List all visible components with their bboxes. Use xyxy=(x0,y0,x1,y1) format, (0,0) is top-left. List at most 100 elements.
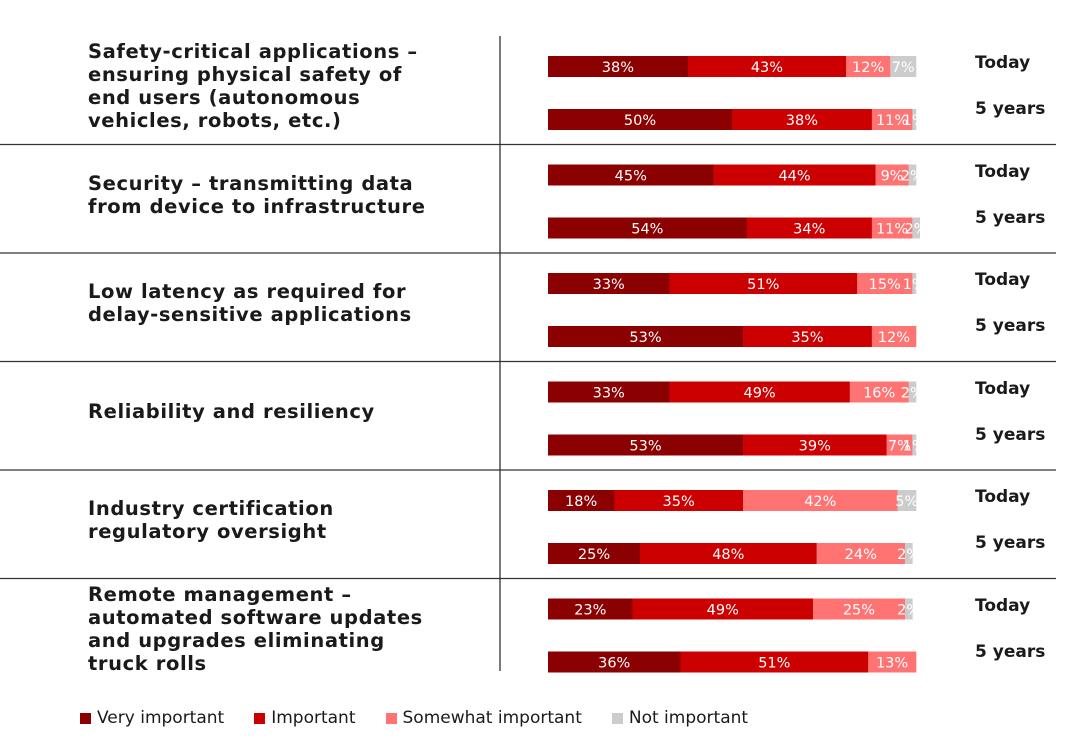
bar-segment xyxy=(632,598,814,620)
legend-swatch xyxy=(80,712,91,724)
data-label: 2% xyxy=(897,547,920,563)
legend-swatch xyxy=(611,712,623,724)
data-label: 51% xyxy=(758,656,790,672)
period-label: Today xyxy=(975,53,1031,73)
bar-segment xyxy=(886,434,913,456)
bar-segment xyxy=(743,490,898,511)
category-label-line: Safety-critical applications – xyxy=(88,40,418,64)
legend: Very important Important Somewhat import… xyxy=(80,706,778,730)
data-label: 9% xyxy=(881,169,904,185)
category-label-line: end users (autonomous xyxy=(88,86,361,110)
category-label-line: delay-sensitive applications xyxy=(88,303,412,327)
period-label: Today xyxy=(975,595,1031,616)
data-label: 2% xyxy=(901,386,924,402)
data-label: 38% xyxy=(602,60,634,76)
data-label: 2% xyxy=(897,603,920,619)
data-label: 35% xyxy=(791,330,823,346)
bar-segment xyxy=(871,217,913,239)
period-label: Today xyxy=(975,161,1031,182)
data-label: 50% xyxy=(624,113,656,129)
bar-segment xyxy=(746,217,873,239)
bar-segment xyxy=(904,543,913,564)
bar-segment xyxy=(548,381,670,403)
bar-segment xyxy=(812,598,906,620)
bar-segment xyxy=(548,217,748,239)
bar-segment xyxy=(548,543,641,564)
data-label: 1% xyxy=(903,439,926,455)
legend-label: Important xyxy=(271,708,356,728)
data-label: 36% xyxy=(598,656,630,672)
bar-segment xyxy=(904,598,913,620)
bar-segment xyxy=(868,651,917,673)
category-label-line: truck rolls xyxy=(88,651,207,675)
data-label: 12% xyxy=(852,60,884,76)
period-label: 5 years xyxy=(975,316,1046,336)
bar-segment xyxy=(849,381,909,403)
category-label-line: ensuring physical safety of xyxy=(88,63,402,87)
data-label: 53% xyxy=(629,439,661,455)
bar-segment xyxy=(640,543,817,564)
bar-segment xyxy=(897,490,917,511)
data-label: 12% xyxy=(878,330,910,346)
data-label: 15% xyxy=(869,277,901,293)
data-label: 1% xyxy=(903,113,926,129)
data-label: 38% xyxy=(786,113,818,129)
data-label: 33% xyxy=(593,277,625,293)
bar-segment xyxy=(908,381,917,403)
bar-segment xyxy=(912,273,917,294)
bar-segment xyxy=(548,651,681,673)
data-label: 25% xyxy=(843,603,875,619)
category-label-line: from device to infrastructure xyxy=(88,194,426,218)
data-label: 49% xyxy=(743,386,775,402)
legend-swatch xyxy=(385,712,397,724)
bar-segment xyxy=(743,434,887,456)
data-label: 7% xyxy=(888,439,911,455)
bar-segment xyxy=(912,434,917,456)
data-label: 16% xyxy=(863,386,895,402)
data-label: 13% xyxy=(876,656,908,672)
bar-segment xyxy=(669,273,858,294)
bar-segment xyxy=(890,56,917,77)
bar-segment xyxy=(816,543,906,564)
data-label: 33% xyxy=(593,386,625,402)
data-label: 35% xyxy=(663,494,695,510)
bar-segment xyxy=(871,326,917,347)
data-label: 5% xyxy=(895,494,918,510)
bar-segment xyxy=(548,598,633,620)
legend-item-important: Important xyxy=(254,708,356,728)
category-label-line: vehicles, robots, etc.) xyxy=(88,109,342,133)
bar-segment xyxy=(912,109,917,130)
data-label: 23% xyxy=(574,603,606,619)
category-label-line: and upgrades eliminating xyxy=(88,628,385,652)
bar-segment xyxy=(732,109,873,130)
legend-label: Somewhat important xyxy=(402,708,582,728)
period-label: Today xyxy=(975,487,1031,507)
legend-item-very-important: Very important xyxy=(80,708,224,728)
category-label-line: regulatory oversight xyxy=(88,520,327,544)
bar-segment xyxy=(680,651,869,673)
period-label: Today xyxy=(975,270,1031,290)
bar-segment xyxy=(846,56,891,77)
data-label: 2% xyxy=(904,222,927,238)
data-label: 18% xyxy=(565,494,597,510)
period-label: Today xyxy=(975,378,1031,399)
data-label: 53% xyxy=(629,330,661,346)
legend-item-somewhat-important: Somewhat important xyxy=(385,708,582,728)
bar-segment xyxy=(743,326,873,347)
period-label: 5 years xyxy=(975,99,1046,119)
data-label: 39% xyxy=(799,439,831,455)
bar-segment xyxy=(912,217,920,239)
data-label: 44% xyxy=(778,169,810,185)
data-label: 45% xyxy=(615,169,647,185)
data-label: 49% xyxy=(707,603,739,619)
data-label: 51% xyxy=(747,277,779,293)
data-label: 48% xyxy=(712,547,744,563)
category-label-line: Reliability and resiliency xyxy=(88,400,375,424)
data-label: 25% xyxy=(578,547,610,563)
category-label-line: Remote management – xyxy=(88,582,352,606)
legend-label: Not important xyxy=(628,708,749,728)
category-label-line: automated software updates xyxy=(88,605,423,629)
data-label: 34% xyxy=(793,222,825,238)
data-label: 2% xyxy=(901,169,924,185)
